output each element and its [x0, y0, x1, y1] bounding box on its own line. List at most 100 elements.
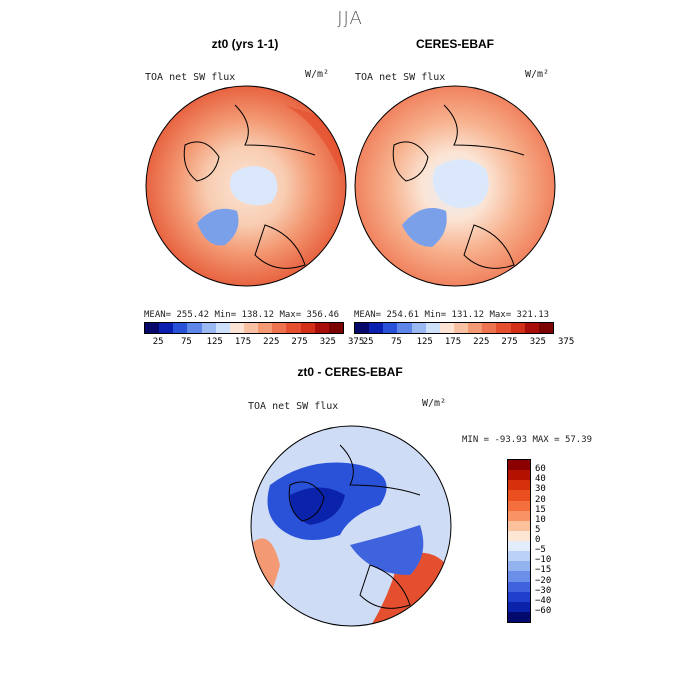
diff-coastline [339, 444, 421, 496]
colorbar-swatch [524, 323, 539, 333]
model-greenland-region [197, 208, 239, 246]
colorbar-tick-label: 30 [535, 484, 546, 495]
colorbar-tick-label: 225 [473, 337, 490, 347]
colorbar-swatch [508, 470, 530, 481]
colorbar-swatch [508, 561, 530, 572]
colorbar-swatch [355, 323, 370, 333]
model-coastline [183, 141, 220, 182]
model-panel-title: zt0 (yrs 1-1) [211, 37, 279, 51]
colorbar-swatch [145, 323, 160, 333]
colorbar-tick-label: −10 [535, 555, 552, 566]
colorbar-tick-label: 0 [535, 535, 541, 545]
colorbar-tick-label: 75 [181, 337, 192, 347]
obs-map-border [354, 85, 556, 287]
colorbar-swatch [508, 591, 530, 602]
colorbar-swatch [383, 323, 398, 333]
model-stats: MEAN= 255.42 Min= 138.12 Max= 356.46 [144, 310, 340, 320]
colorbar-swatch [314, 323, 329, 333]
colorbar-swatch [272, 323, 287, 333]
colorbar-swatch [482, 323, 497, 333]
colorbar-swatch [508, 460, 530, 471]
diff-polar-map [250, 425, 452, 627]
colorbar-tick-label: 25 [152, 337, 164, 347]
diff-units-label: W/m² [422, 398, 447, 409]
colorbar-tick-label: 75 [391, 337, 402, 347]
colorbar-tick-label: 275 [291, 337, 308, 347]
obs-colorbar [354, 322, 554, 334]
colorbar-swatch [468, 323, 483, 333]
model-colorbar [144, 322, 344, 334]
colorbar-tick-label: −15 [535, 565, 552, 576]
colorbar-tick-label: 5 [535, 524, 541, 535]
obs-panel-title: CERES-EBAF [415, 37, 494, 51]
colorbar-tick-label: 60 [535, 464, 546, 475]
colorbar-swatch [286, 323, 301, 333]
colorbar-tick-label: −40 [535, 595, 552, 606]
diff-map-border [250, 425, 452, 627]
colorbar-tick-label: 40 [535, 474, 546, 485]
colorbar-tick-label: −60 [535, 605, 552, 616]
colorbar-tick-label: 25 [362, 337, 374, 347]
colorbar-swatch [215, 323, 230, 333]
colorbar-swatch [508, 581, 530, 592]
colorbar-tick-label: 325 [529, 337, 546, 347]
colorbar-tick-label: 125 [416, 337, 433, 347]
colorbar-tick-label: 375 [558, 337, 575, 347]
colorbar-swatch [328, 323, 343, 333]
colorbar-swatch [508, 480, 530, 491]
diff-coastline [288, 481, 325, 522]
colorbar-swatch [508, 541, 530, 552]
colorbar-tick-label: 325 [319, 337, 336, 347]
colorbar-tick-label: 175 [444, 337, 462, 347]
colorbar-swatch [159, 323, 174, 333]
model-polar-map [145, 85, 347, 287]
colorbar-swatch [300, 323, 315, 333]
diff-negative-region [290, 487, 345, 525]
colorbar-swatch [508, 510, 530, 521]
colorbar-swatch [243, 323, 259, 333]
colorbar-tick-label: −30 [535, 585, 552, 596]
obs-arctic-ice-region [432, 159, 489, 208]
colorbar-tick-label: 125 [206, 337, 223, 347]
model-variable-label: TOA net SW flux [145, 72, 236, 83]
obs-stats: MEAN= 254.61 Min= 131.12 Max= 321.13 [354, 310, 550, 320]
diff-negative-region [350, 525, 424, 575]
model-coastline [234, 104, 316, 156]
colorbar-tick-label: 275 [501, 337, 518, 347]
obs-coastline [463, 224, 515, 269]
obs-greenland-region [402, 208, 447, 247]
colorbar-swatch [369, 323, 384, 333]
obs-coastline [443, 104, 525, 156]
season-title: JJA [337, 8, 363, 29]
model-colorbar-ticks: 25 75 125 175 225 275 325 375 [144, 337, 365, 349]
colorbar-swatch [510, 323, 525, 333]
diff-variable-label: TOA net SW flux [248, 401, 339, 412]
colorbar-swatch [508, 571, 530, 582]
model-arctic-ice-region [229, 166, 278, 206]
diff-coastline [359, 564, 411, 609]
colorbar-swatch [508, 490, 530, 501]
colorbar-swatch [496, 323, 511, 333]
colorbar-swatch [439, 323, 454, 333]
colorbar-swatch [201, 323, 216, 333]
obs-coastline [392, 141, 429, 182]
colorbar-swatch [508, 611, 530, 622]
colorbar-tick-label: −5 [535, 545, 546, 556]
colorbar-swatch [425, 323, 440, 333]
colorbar-swatch [508, 551, 530, 562]
colorbar-swatch [508, 520, 530, 531]
diff-colorbar [507, 459, 531, 623]
colorbar-swatch [258, 323, 273, 333]
colorbar-tick-label: 15 [535, 504, 546, 515]
colorbar-swatch [411, 323, 426, 333]
diff-panel-title: zt0 - CERES-EBAF [297, 365, 403, 379]
obs-units-label: W/m² [525, 69, 550, 80]
colorbar-swatch [453, 323, 469, 333]
colorbar-tick-label: 10 [535, 514, 546, 525]
colorbar-swatch [538, 323, 553, 333]
model-map-border [145, 85, 347, 287]
colorbar-swatch [508, 530, 530, 541]
obs-colorbar-ticks: 25 75 125 175 225 275 325 375 [354, 337, 575, 349]
colorbar-tick-label: 225 [263, 337, 280, 347]
diff-stats: MIN = -93.93 MAX = 57.39 [462, 435, 593, 445]
